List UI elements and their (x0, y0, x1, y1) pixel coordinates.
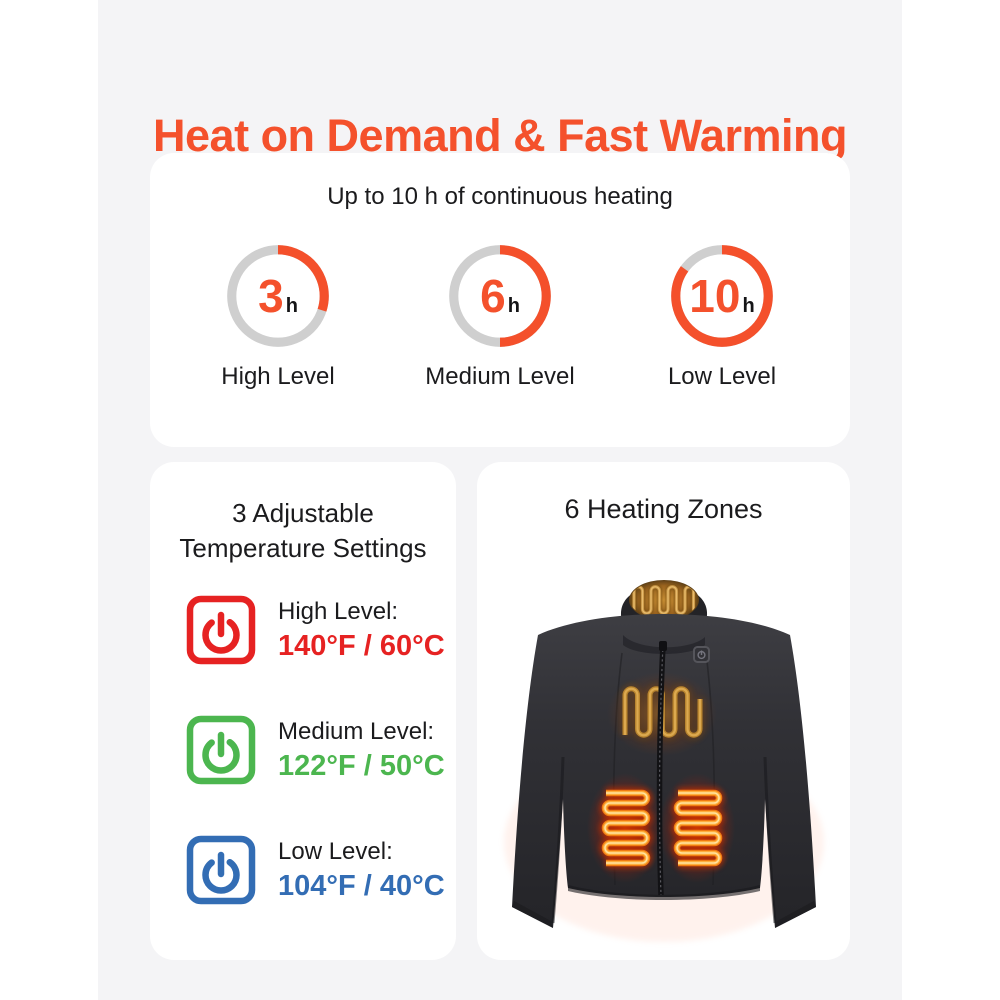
zipper (656, 641, 667, 896)
level-temp: 122°F / 50°C (278, 749, 445, 782)
gauge-low-level: 10 h Low Level (647, 243, 797, 391)
gauge-ring-low: 10 h (669, 243, 775, 349)
level-row-medium: Medium Level: 122°F / 50°C (186, 715, 456, 785)
collar-heat-zone (628, 580, 699, 620)
heating-zones-card: 6 Heating Zones (477, 462, 850, 960)
pocket-heat-zone-right (659, 773, 735, 883)
gauge-label: Low Level (667, 363, 777, 390)
power-icon-medium (186, 715, 256, 785)
level-label: High Level: (278, 597, 399, 625)
ring-chart-icon (671, 245, 773, 347)
pocket-heat-zone-left (586, 773, 663, 883)
heating-duration-card: Up to 10 h of continuous heating 3 h Hig… (150, 153, 850, 447)
level-row-low: Low Level: 104°F / 40°C (186, 835, 456, 905)
gauge-high-level: 3 h High Level (203, 243, 353, 391)
level-row-high: High Level: 140°F / 60°C (186, 595, 456, 665)
gauge-label: Medium Level (425, 363, 575, 390)
gauge-row: 3 h High Level 6 h (150, 243, 850, 391)
power-icon-low (186, 835, 256, 905)
level-label: Medium Level: (278, 717, 435, 745)
gauge-ring-medium: 6 h (447, 243, 553, 349)
gauge-medium-level: 6 h Medium Level (425, 243, 575, 391)
gauge-unit: h (742, 294, 755, 317)
gauge-ring-high: 3 h (225, 243, 331, 349)
heating-duration-title: Up to 10 h of continuous heating (327, 183, 673, 210)
power-icon-high (186, 595, 256, 665)
level-temp: 104°F / 40°C (278, 869, 445, 902)
power-controller (692, 646, 710, 663)
ring-chart-icon (449, 245, 551, 347)
gauge-label: High Level (221, 363, 335, 390)
gauge-unit: h (507, 294, 520, 317)
page-title: Heat on Demand & Fast Warming (153, 110, 847, 162)
heating-zones-title: 6 Heating Zones (564, 494, 763, 524)
infographic-panel: Heat on Demand & Fast Warming Up to 10 h… (98, 0, 902, 1000)
gauge-hours: 3 (258, 270, 284, 322)
gauge-hours: 10 (689, 270, 741, 322)
temperature-settings-card: 3 Adjustable Temperature Settings High L… (150, 462, 456, 960)
jacket-body (511, 614, 816, 928)
gauge-hours: 6 (480, 270, 506, 322)
level-temp: 140°F / 60°C (278, 629, 445, 662)
gauge-unit: h (285, 294, 298, 317)
level-label: Low Level: (278, 837, 393, 865)
heated-jacket-image (503, 580, 824, 942)
temperature-settings-title: 3 Adjustable Temperature Settings (179, 498, 427, 563)
ring-chart-icon (227, 245, 329, 347)
